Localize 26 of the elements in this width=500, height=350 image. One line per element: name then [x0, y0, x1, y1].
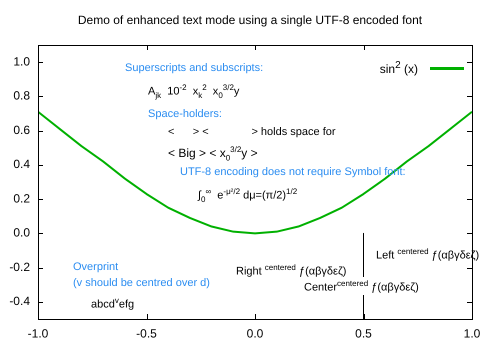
- x-tick-label: 1.0: [464, 326, 481, 341]
- y-tick-label: 0.0: [13, 226, 30, 240]
- x-tick-label: -1.0: [28, 326, 49, 341]
- annotation: abcd$^{v}$efg: [91, 295, 134, 312]
- chart-title: Demo of enhanced text mode using a single UTF-8 encoded font: [76, 13, 424, 27]
- annotation: ∫$_{0}$$^{∞}$ e$^{-μ²/2}$ dμ=(π/2)$^{1/2}$: [198, 186, 298, 206]
- x-tick-label: -0.5: [136, 326, 158, 341]
- y-tick-label: -0.4: [9, 294, 30, 308]
- y-tick-label: -0.2: [9, 260, 30, 274]
- y-tick-label: 1.0: [13, 54, 30, 68]
- x-tick-label: 0.0: [246, 326, 264, 341]
- annotation: < Big > < x$_{0}$$^{3/2}$y >: [168, 144, 258, 164]
- y-tick-label: 0.4: [13, 157, 30, 172]
- annotation: < > < > holds space for: [168, 126, 336, 139]
- annotation: Overprint: [73, 261, 118, 274]
- legend-label: sin$^{2}$ (x): [380, 60, 418, 76]
- y-tick-label: 0.8: [13, 88, 30, 103]
- text: A$_{jk}$ 10$^{-2}$ x$_{k}$$^{2}$ x$_{0}$$^{3/2}$y: [148, 83, 240, 100]
- y-tick-label: 0.6: [13, 122, 30, 137]
- x-tick-label: 0.5: [355, 326, 372, 341]
- annotation: Center$^{centered}$ ƒ(αβγδεζ): [304, 277, 419, 295]
- annotation: Superscripts and subscripts:: [125, 62, 264, 75]
- annotation: Right $^{centered}$ ƒ(αβγδεζ): [236, 262, 346, 279]
- annotation: Space-holders:: [148, 108, 222, 121]
- y-tick-label: 0.2: [13, 191, 30, 206]
- annotation: (v should be centred over d): [73, 277, 210, 290]
